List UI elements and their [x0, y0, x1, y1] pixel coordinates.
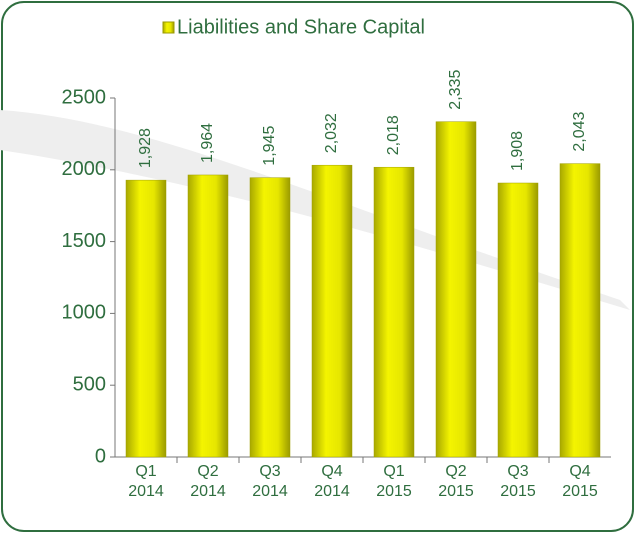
y-tick-label: 1500: [62, 230, 107, 252]
legend-label: Liabilities and Share Capital: [177, 16, 425, 38]
x-tick-label: Q2 2015: [438, 463, 474, 500]
y-tick-label: 0: [95, 445, 106, 467]
x-tick-label: Q4 2015: [562, 463, 598, 500]
x-tick-label: Q1 2015: [376, 463, 412, 500]
x-tick-label: Q3 2015: [500, 463, 536, 500]
y-tick-label: 2500: [62, 86, 107, 108]
legend-swatch: [162, 21, 175, 34]
value-label: 2,043: [571, 111, 588, 151]
y-tick-label: 1000: [62, 302, 107, 324]
bar: [373, 166, 415, 458]
bar: [311, 164, 353, 458]
x-tick-label: Q1 2014: [128, 463, 164, 500]
x-tick-label: Q2 2014: [190, 463, 226, 500]
y-tick-label: 500: [73, 373, 106, 395]
y-tick-label: 2000: [62, 158, 107, 180]
bar: [249, 177, 291, 458]
value-label: 2,018: [385, 115, 402, 155]
value-label: 1,964: [199, 123, 216, 163]
value-label: 1,928: [137, 128, 154, 168]
bar: [125, 179, 167, 458]
bar: [497, 182, 539, 458]
bar: [187, 174, 229, 458]
bar: [435, 121, 477, 458]
value-label: 1,908: [509, 131, 526, 171]
value-label: 2,335: [447, 70, 464, 110]
value-label: 2,032: [323, 113, 340, 153]
x-tick-label: Q4 2014: [314, 463, 350, 500]
bar: [559, 163, 601, 458]
x-tick-label: Q3 2014: [252, 463, 288, 500]
value-label: 1,945: [261, 126, 278, 166]
